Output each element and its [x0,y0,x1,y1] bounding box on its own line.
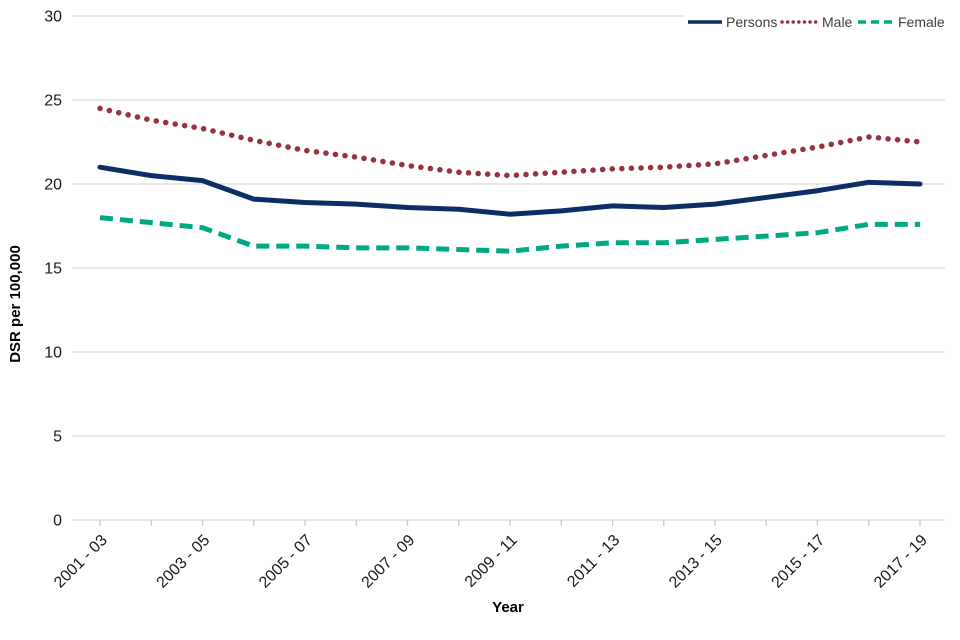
female-line [99,215,920,254]
legend-label: Male [822,14,853,30]
x-tick-label: 2015 - 17 [769,532,829,592]
legend-label: Persons [726,14,777,30]
y-tick-label: 25 [44,93,62,110]
y-tick-label: 5 [53,429,62,446]
male-line [97,105,923,179]
y-tick-label: 30 [44,9,62,26]
y-tick-label: 15 [44,261,62,278]
legend-label: Female [898,14,945,30]
persons-line [97,164,923,217]
x-tick-label: 2003 - 05 [154,532,214,592]
x-axis-title: Year [492,599,524,616]
y-tick-label: 0 [53,513,62,530]
x-tick-label: 2007 - 09 [359,532,419,592]
x-tick-label: 2005 - 07 [256,532,316,592]
x-tick-label: 2009 - 11 [462,532,521,591]
x-tick-label: 2013 - 15 [666,532,726,592]
y-tick-label: 10 [44,345,62,362]
x-tick-label: 2011 - 13 [564,532,623,591]
legend-item-persons: Persons [688,14,777,30]
x-tick-label: 2001 - 03 [51,532,111,592]
legend: Persons Male Female [684,6,948,38]
legend-item-male: Male [780,14,853,30]
y-axis-title: DSR per 100,000 [7,245,24,363]
y-tick-label: 20 [44,177,62,194]
x-tick-label: 2017 - 19 [871,532,931,592]
legend-item-female: Female [858,14,945,30]
